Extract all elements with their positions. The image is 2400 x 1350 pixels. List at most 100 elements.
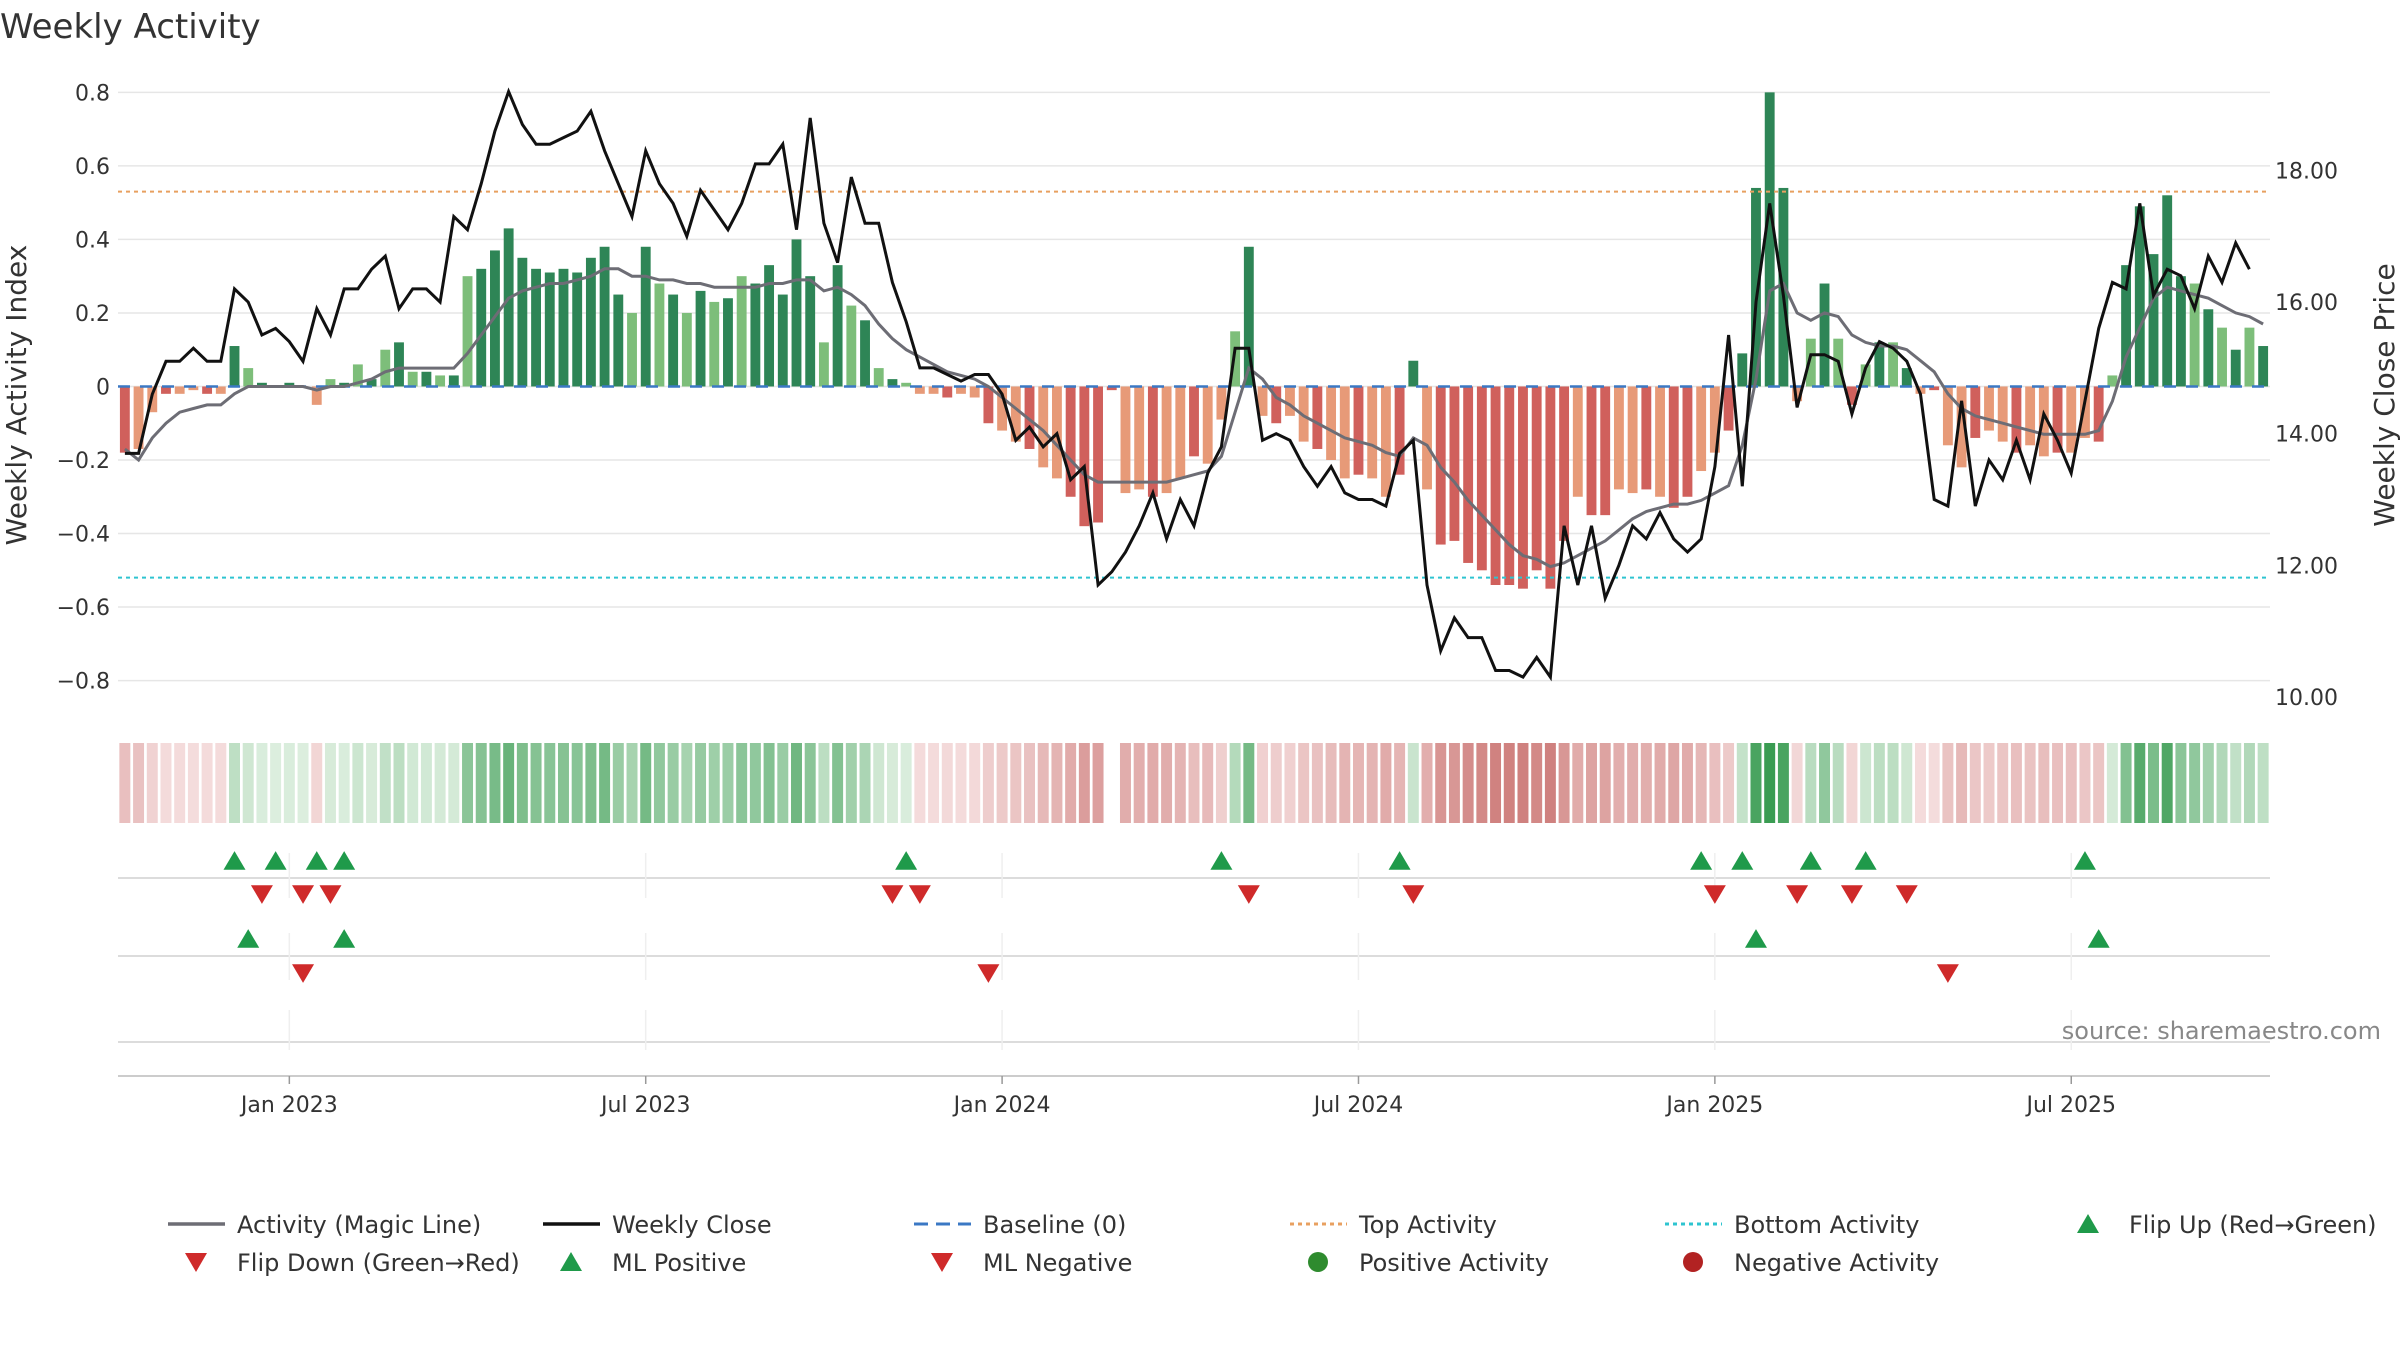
activity-bar [2038,386,2049,457]
flip-up-marker [264,851,287,870]
heat-cell [229,743,240,823]
heat-cell [681,743,693,823]
heat-cell [2038,743,2050,823]
activity-bar [366,379,377,387]
activity-bar [846,305,857,387]
activity-bar [928,386,939,394]
activity-bar [531,268,541,387]
heat-cell [763,743,775,823]
heat-cell [1188,743,1200,823]
activity-bar [1257,386,1268,416]
heat-cell [722,743,734,823]
legend-label: ML Positive [612,1249,746,1277]
heat-cell [420,743,432,823]
ml-positive-marker [333,929,356,948]
activity-bar [1134,386,1145,490]
activity-bar [627,312,637,387]
activity-bar [832,265,843,387]
heat-cell [1723,743,1735,823]
activity-bar [1956,386,1967,468]
activity-bar [558,268,569,387]
activity-bar [2093,386,2104,442]
activity-bar [1737,353,1748,387]
activity-bar [1120,386,1131,494]
activity-bar [1175,386,1186,479]
heat-cell [736,743,748,823]
legend-entry: Activity (Magic Line) [168,1211,481,1239]
activity-bar [1106,386,1117,391]
heat-cell [1078,743,1090,823]
activity-bar [1682,386,1693,497]
activity-bar [1751,187,1761,387]
heat-cell [530,743,542,823]
activity-bar [764,265,775,387]
activity-bar [1929,386,1940,391]
activity-bar [887,379,898,387]
x-tick-label: Jul 2025 [2024,1093,2116,1118]
heat-cell [174,743,186,823]
heat-cell [818,743,830,823]
heat-cell [407,743,419,823]
heat-cell [2120,743,2132,823]
legend-entry: ML Positive [560,1249,746,1277]
heat-cell [640,743,652,823]
legend-entry: Baseline (0) [914,1211,1126,1239]
heat-cell [1133,743,1145,823]
activity-bar [339,382,350,387]
y2-tick-label: 16.00 [2275,291,2338,316]
y2-tick-label: 10.00 [2275,686,2338,711]
heat-cell [777,743,789,823]
reference-lines [118,190,2270,579]
heat-cell [1517,743,1529,823]
heat-cell [1777,743,1789,823]
activity-bar [1408,360,1419,387]
heat-cell [1819,743,1831,823]
activity-bar [2230,349,2241,387]
activity-bar [1271,386,1282,424]
signal-markers [118,851,2270,1077]
activity-bar [284,382,295,387]
heat-cell [270,743,282,823]
heat-cell [146,743,158,823]
legend-entry: Positive Activity [1308,1249,1549,1277]
activity-bar [572,272,583,387]
heat-cell [1407,743,1419,823]
heat-cell [1901,743,1913,823]
heat-cell [2175,743,2187,823]
heat-cell [1380,743,1392,823]
heat-cell [1353,743,1364,823]
activity-bar [901,382,912,387]
legend-entry: Top Activity [1290,1211,1497,1239]
flip-down-marker [908,885,931,904]
activity-bar [1010,386,1021,442]
activity-bar [256,382,267,387]
heat-cell [1640,743,1652,823]
heat-cell [393,743,405,823]
activity-bar [1668,386,1679,508]
activity-bar [1504,386,1515,585]
flip-down-marker [881,885,904,904]
flip-up-marker [305,851,328,870]
activity-bar [1339,386,1350,479]
activity-bar [229,346,240,387]
activity-bar [1641,386,1652,490]
activity-bar [1696,386,1707,472]
heat-cell [503,743,515,823]
heat-cell [1544,743,1556,823]
activity-bar [1093,386,1103,523]
heat-cell [489,743,501,823]
activity-bar [2244,327,2255,387]
heat-cell [1215,743,1227,823]
legend-label: Baseline (0) [983,1211,1126,1239]
heat-cell [2093,743,2105,823]
heat-cell [1435,743,1447,823]
heat-cell [1969,743,1981,823]
heat-cell [804,743,816,823]
heat-cell [2189,743,2201,823]
activity-bar [1901,368,1912,387]
activity-bar [119,386,130,453]
heat-cell [1257,743,1269,823]
heat-cell [297,743,309,823]
activity-bar [544,272,555,387]
activity-bar [818,342,829,387]
